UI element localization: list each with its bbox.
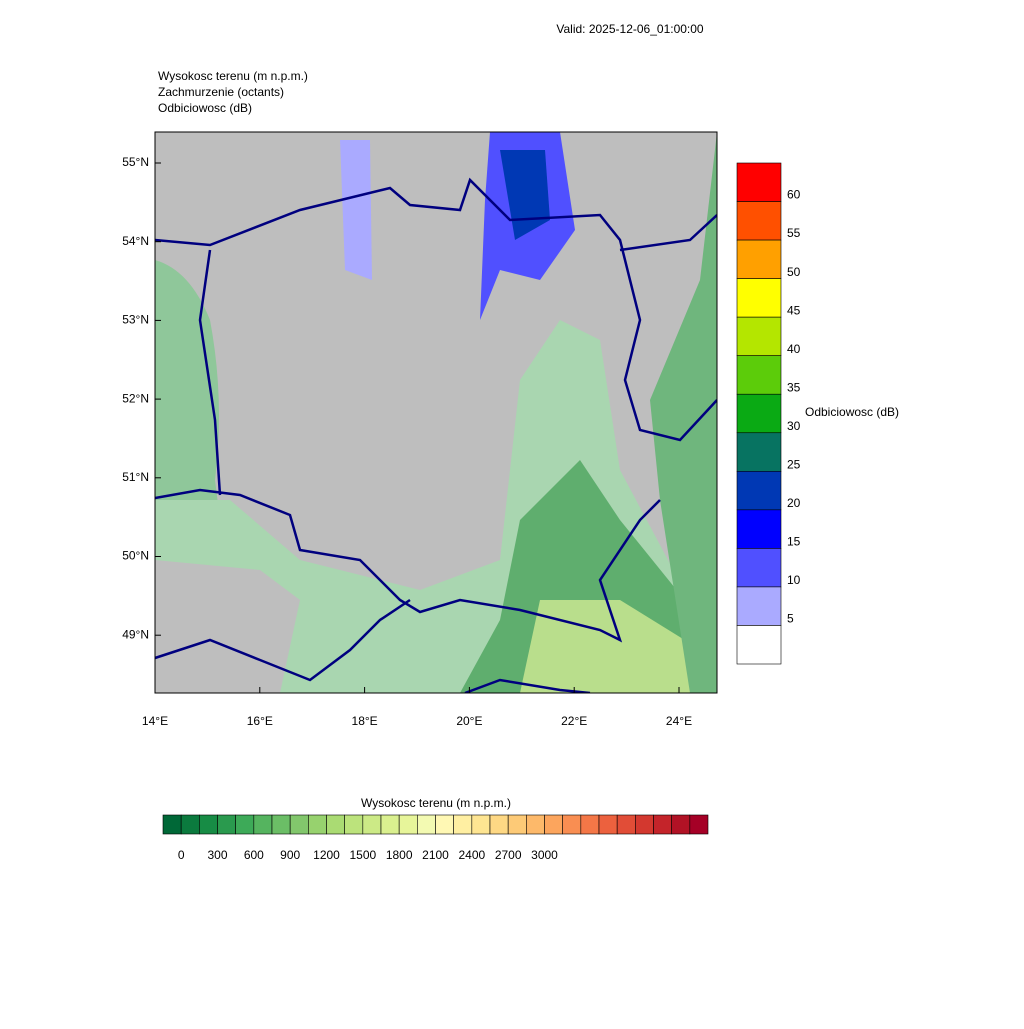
colorbar-box — [653, 814, 672, 835]
colorbar-box — [736, 239, 782, 279]
colorbar-box — [308, 814, 327, 835]
colorbar-title: Odbiciowosc (dB) — [805, 405, 899, 419]
valid-time: Valid: 2025-12-06_01:00:00 — [556, 22, 704, 36]
colorbar-box — [736, 432, 782, 472]
border — [155, 177, 717, 693]
lon-label: 22°E — [561, 714, 587, 728]
colorbar-box — [562, 814, 582, 835]
colorbar-label: 2700 — [495, 848, 522, 862]
colorbar-label: 50 — [787, 265, 801, 279]
lat-label: 54°N — [122, 234, 149, 248]
colorbar-label: 2100 — [422, 848, 449, 862]
colorbar-label: 3000 — [531, 848, 558, 862]
field-label: Odbiciowosc (dB) — [158, 101, 252, 115]
colorbar-box — [736, 586, 782, 626]
colorbar-box — [736, 316, 782, 356]
field-label: Wysokosc terenu (m n.p.m.) — [158, 69, 308, 83]
colorbar-box — [289, 814, 309, 835]
colorbar-label: 1500 — [349, 848, 376, 862]
lat-label: 53°N — [122, 313, 149, 327]
colorbar-label: 30 — [787, 419, 801, 433]
field-label: Zachmurzenie (octants) — [158, 85, 284, 99]
colorbar-box — [180, 814, 200, 835]
colorbar-box — [544, 814, 563, 835]
terrain — [155, 260, 220, 520]
colorbar-box — [526, 814, 545, 835]
colorbar-box — [362, 814, 382, 835]
lon-label: 16°E — [247, 714, 273, 728]
colorbar-box — [417, 814, 436, 835]
map-frame — [154, 131, 718, 694]
colorbar-label: 15 — [787, 535, 801, 549]
map — [154, 131, 718, 694]
colorbar-box — [253, 814, 273, 835]
colorbar-box — [435, 814, 454, 835]
colorbar-label: 300 — [207, 848, 227, 862]
lat-label: 51°N — [122, 470, 149, 484]
lon-label: 18°E — [352, 714, 378, 728]
colorbar-box — [736, 162, 782, 202]
colorbar-box — [489, 814, 509, 835]
colorbar-box — [507, 814, 527, 835]
lon-label: 14°E — [142, 714, 168, 728]
colorbar-label: 1800 — [386, 848, 413, 862]
colorbar-label: 0 — [178, 848, 185, 862]
colorbar-label: 600 — [244, 848, 264, 862]
colorbar-label: 40 — [787, 342, 801, 356]
colorbar-box — [689, 814, 709, 835]
colorbar-box — [271, 814, 291, 835]
cloud — [340, 140, 372, 280]
colorbar-box — [235, 814, 255, 835]
colorbar-label: 20 — [787, 496, 801, 510]
colorbar-box — [326, 814, 345, 835]
lon-label: 20°E — [456, 714, 482, 728]
colorbar-label: 10 — [787, 573, 801, 587]
lat-label: 50°N — [122, 549, 149, 563]
colorbar-box — [635, 814, 654, 835]
colorbar-label: 5 — [787, 612, 794, 626]
colorbar-label: 1200 — [313, 848, 340, 862]
colorbar-box — [736, 278, 782, 318]
colorbar-box — [344, 814, 364, 835]
colorbar-label: 55 — [787, 226, 801, 240]
colorbar-box — [736, 625, 782, 665]
colorbar-box — [398, 814, 418, 835]
colorbar-box — [453, 814, 473, 835]
colorbar-box — [616, 814, 636, 835]
colorbar-label: 45 — [787, 303, 801, 317]
colorbar-label: 35 — [787, 380, 801, 394]
colorbar-box — [736, 201, 782, 241]
colorbar-box — [380, 814, 400, 835]
lat-label: 52°N — [122, 391, 149, 405]
colorbar-box — [217, 814, 236, 835]
colorbar-box — [736, 548, 782, 588]
colorbar-box — [736, 471, 782, 511]
colorbar-box — [736, 355, 782, 395]
colorbar-box — [162, 814, 182, 835]
colorbar-label: 60 — [787, 188, 801, 202]
colorbar-box — [736, 509, 782, 549]
terrain — [155, 560, 300, 693]
colorbar-box — [471, 814, 491, 835]
colorbar-box — [671, 814, 691, 835]
lat-label: 49°N — [122, 627, 149, 641]
colorbar-box — [598, 814, 618, 835]
colorbar-box — [580, 814, 600, 835]
lon-label: 24°E — [666, 714, 692, 728]
colorbar-label: 2400 — [458, 848, 485, 862]
colorbar-label: 25 — [787, 457, 801, 471]
colorbar-title: Wysokosc terenu (m n.p.m.) — [361, 796, 511, 810]
colorbar-box — [736, 393, 782, 434]
colorbar-label: 900 — [280, 848, 300, 862]
colorbar-box — [199, 814, 218, 835]
lat-label: 55°N — [122, 155, 149, 169]
terrain — [650, 132, 717, 693]
